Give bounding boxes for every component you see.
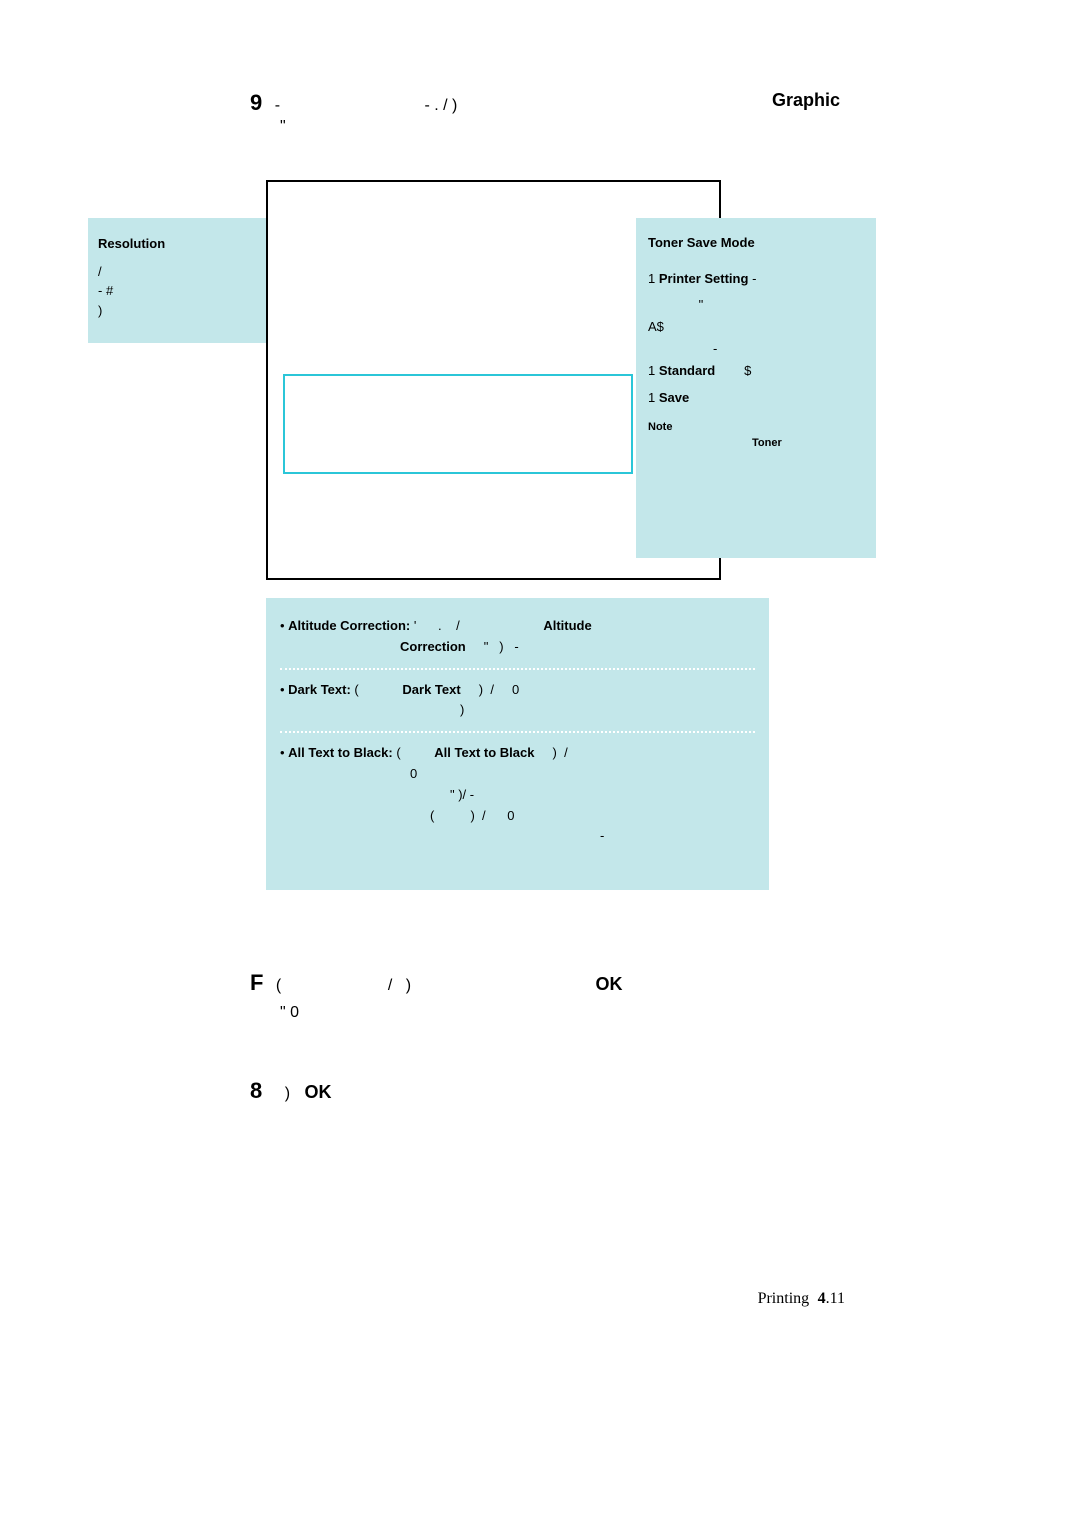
altitude-label: Altitude Correction:	[288, 618, 410, 633]
step-4-text-mid: - . / )	[424, 97, 457, 114]
separator-2	[280, 731, 755, 733]
altitude-mid: ' . /	[414, 618, 460, 633]
darktext-line2: )	[460, 700, 755, 721]
resolution-body: / - # )	[98, 262, 256, 321]
toner-note: Note Toner	[648, 419, 864, 535]
toner-note-bold: Toner	[752, 437, 782, 449]
note-line2	[662, 468, 864, 485]
toner-line1-prefix: 1	[648, 271, 655, 286]
note-line3	[662, 485, 864, 502]
toner-line3: A$	[648, 316, 864, 338]
step-5-ok: OK	[595, 974, 622, 994]
toner-line2: "	[648, 294, 864, 316]
options-callout: • Altitude Correction: ' . / Altitude Co…	[266, 598, 769, 890]
toner-note-label: Note	[648, 421, 672, 433]
step-5-line2: " 0	[280, 1000, 850, 1026]
darktext-suffix: ) / 0	[464, 682, 519, 697]
footer-section-num: 4	[818, 1290, 826, 1307]
toner-title: Toner Save Mode	[648, 232, 864, 254]
toner-line4: -	[648, 338, 864, 360]
toner-line5: 1 Standard $	[648, 360, 864, 382]
page-footer: Printing 4.11	[758, 1290, 845, 1308]
note-line4	[662, 501, 864, 518]
toner-line1: 1 Printer Setting -	[648, 268, 864, 290]
step-4-number: 9	[250, 90, 262, 115]
toner-line5-prefix: 1	[648, 363, 655, 378]
footer-printing: Printing	[758, 1290, 810, 1307]
toner-line5-suffix: $	[719, 363, 752, 378]
resolution-title: Resolution	[98, 234, 256, 254]
footer-page: 11	[830, 1290, 845, 1307]
toner-save-callout: Toner Save Mode 1 Printer Setting - " A$…	[636, 218, 876, 558]
alltext-label: All Text to Black:	[288, 745, 393, 760]
step-6-ok: OK	[304, 1082, 331, 1102]
alltext-line3: " )/ -	[450, 785, 755, 806]
note-line5	[662, 518, 864, 535]
step-5-number: F	[250, 970, 263, 995]
step-4-instruction: 9 - - . / ) Graphic "	[250, 90, 850, 136]
darktext-item: • Dark Text: ( Dark Text ) / 0 )	[280, 680, 755, 722]
correction-bold: Correction	[400, 639, 466, 654]
toner-line6-prefix: 1	[648, 390, 655, 405]
step-4-line2: "	[280, 118, 850, 136]
dialog-highlight-box	[283, 374, 633, 474]
note-line1	[662, 452, 864, 469]
alltext-line4: ( ) / 0	[430, 806, 755, 827]
alltext-suffix: ) /	[538, 745, 568, 760]
graphic-label: Graphic	[772, 90, 840, 111]
altitude-bold2: Altitude	[543, 618, 591, 633]
darktext-label: Dark Text:	[288, 682, 351, 697]
step-6-prefix: )	[285, 1085, 290, 1102]
resolution-callout: Resolution / - # )	[88, 218, 266, 343]
step-6-number: 8	[250, 1078, 262, 1103]
darktext-paren: (	[354, 682, 358, 697]
toner-line6: 1 Save	[648, 387, 864, 409]
toner-line6-bold: Save	[659, 390, 689, 405]
alltext-bold: All Text to Black	[434, 745, 534, 760]
alltext-line5: -	[600, 826, 755, 847]
toner-line5-bold: Standard	[659, 363, 715, 378]
alltext-paren: (	[396, 745, 400, 760]
alltext-item: • All Text to Black: ( All Text to Black…	[280, 743, 755, 847]
step-4-text-prefix: -	[275, 97, 280, 114]
correction-suffix: " ) -	[469, 639, 518, 654]
darktext-bold: Dark Text	[402, 682, 460, 697]
step-5-instruction: F ( / ) OK " 0	[250, 965, 850, 1026]
altitude-line2: Correction " ) -	[400, 637, 755, 658]
toner-note-body: Toner	[662, 435, 864, 452]
step-6-instruction: 8 ) OK	[250, 1078, 850, 1104]
altitude-item: • Altitude Correction: ' . / Altitude Co…	[280, 616, 755, 658]
separator-1	[280, 668, 755, 670]
alltext-line2: 0	[410, 764, 755, 785]
step-5-text1: ( / )	[276, 977, 411, 994]
toner-line1-bold: Printer Setting	[659, 271, 749, 286]
toner-line1-suffix: -	[752, 271, 756, 286]
